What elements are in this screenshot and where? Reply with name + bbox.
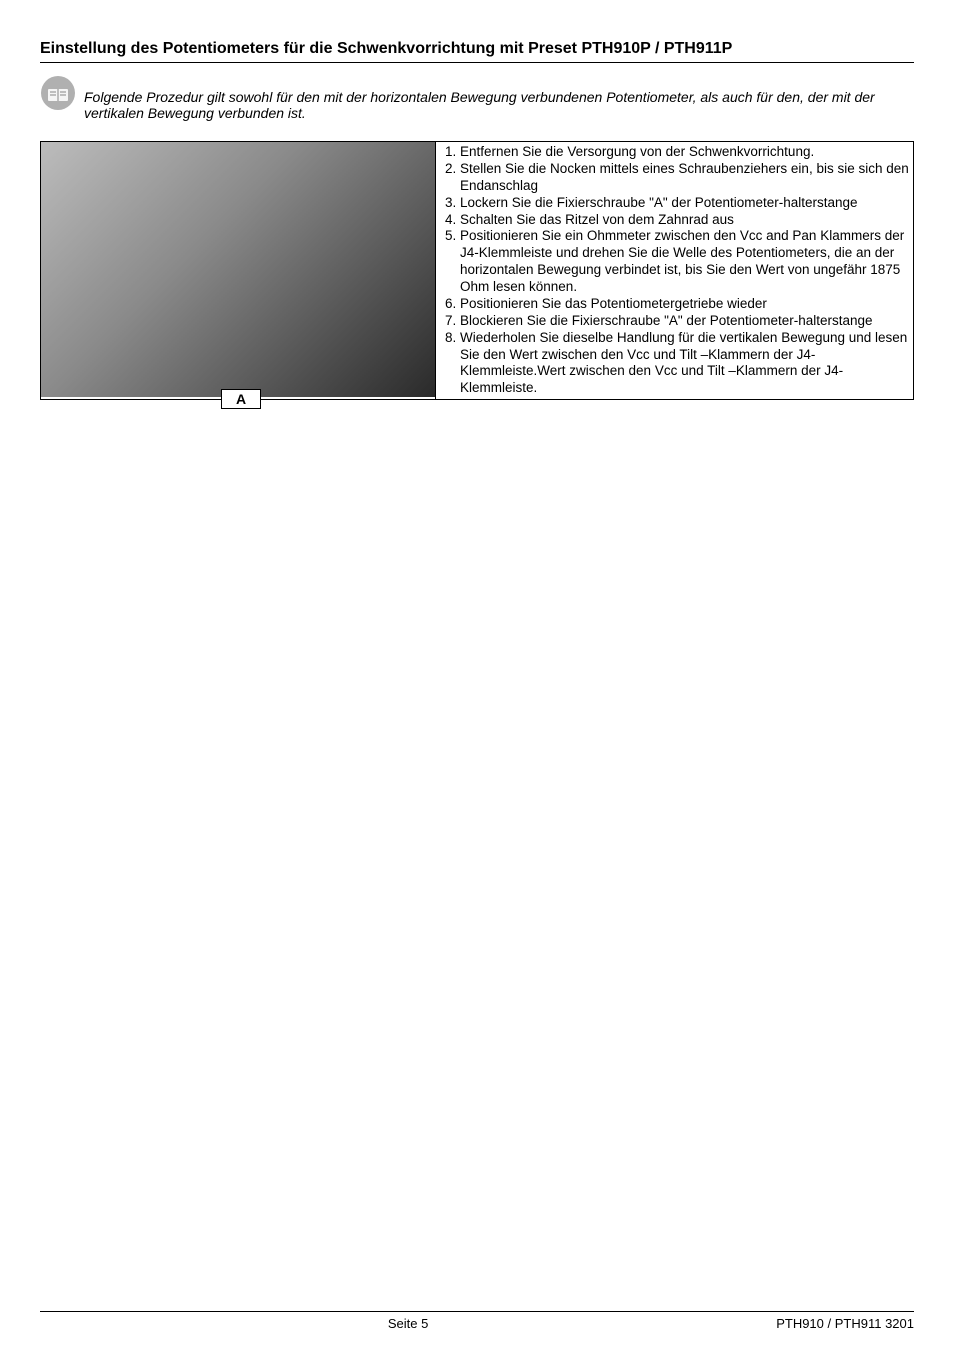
footer-page-number: Seite 5 <box>40 1316 776 1331</box>
step-item: Wiederholen Sie dieselbe Handlung für di… <box>460 330 909 398</box>
page: Einstellung des Potentiometers für die S… <box>0 0 954 1351</box>
steps-list: Entfernen Sie die Versorgung von der Sch… <box>438 144 909 397</box>
step-item: Positionieren Sie ein Ohmmeter zwischen … <box>460 228 909 296</box>
step-item: Entfernen Sie die Versorgung von der Sch… <box>460 144 909 161</box>
image-label: A <box>221 389 261 409</box>
footer-doc-id: PTH910 / PTH911 3201 <box>776 1316 914 1331</box>
book-icon <box>40 75 76 111</box>
step-item: Stellen Sie die Nocken mittels eines Sch… <box>460 161 909 195</box>
step-item: Positionieren Sie das Potentiometergetri… <box>460 296 909 313</box>
product-photo <box>41 142 435 397</box>
section-heading: Einstellung des Potentiometers für die S… <box>40 40 914 58</box>
content-row: A Entfernen Sie die Versorgung von der S… <box>40 141 914 400</box>
page-footer: Seite 5 PTH910 / PTH911 3201 <box>40 1311 914 1331</box>
step-item: Lockern Sie die Fixierschraube "A" der P… <box>460 195 909 212</box>
steps-cell: Entfernen Sie die Versorgung von der Sch… <box>436 142 913 399</box>
note-text: Folgende Prozedur gilt sowohl für den mi… <box>84 75 914 121</box>
note-row: Folgende Prozedur gilt sowohl für den mi… <box>40 75 914 121</box>
step-item: Schalten Sie das Ritzel von dem Zahnrad … <box>460 212 909 229</box>
step-item: Blockieren Sie die Fixierschraube "A" de… <box>460 313 909 330</box>
image-cell: A <box>41 142 436 399</box>
heading-underline <box>40 62 914 63</box>
